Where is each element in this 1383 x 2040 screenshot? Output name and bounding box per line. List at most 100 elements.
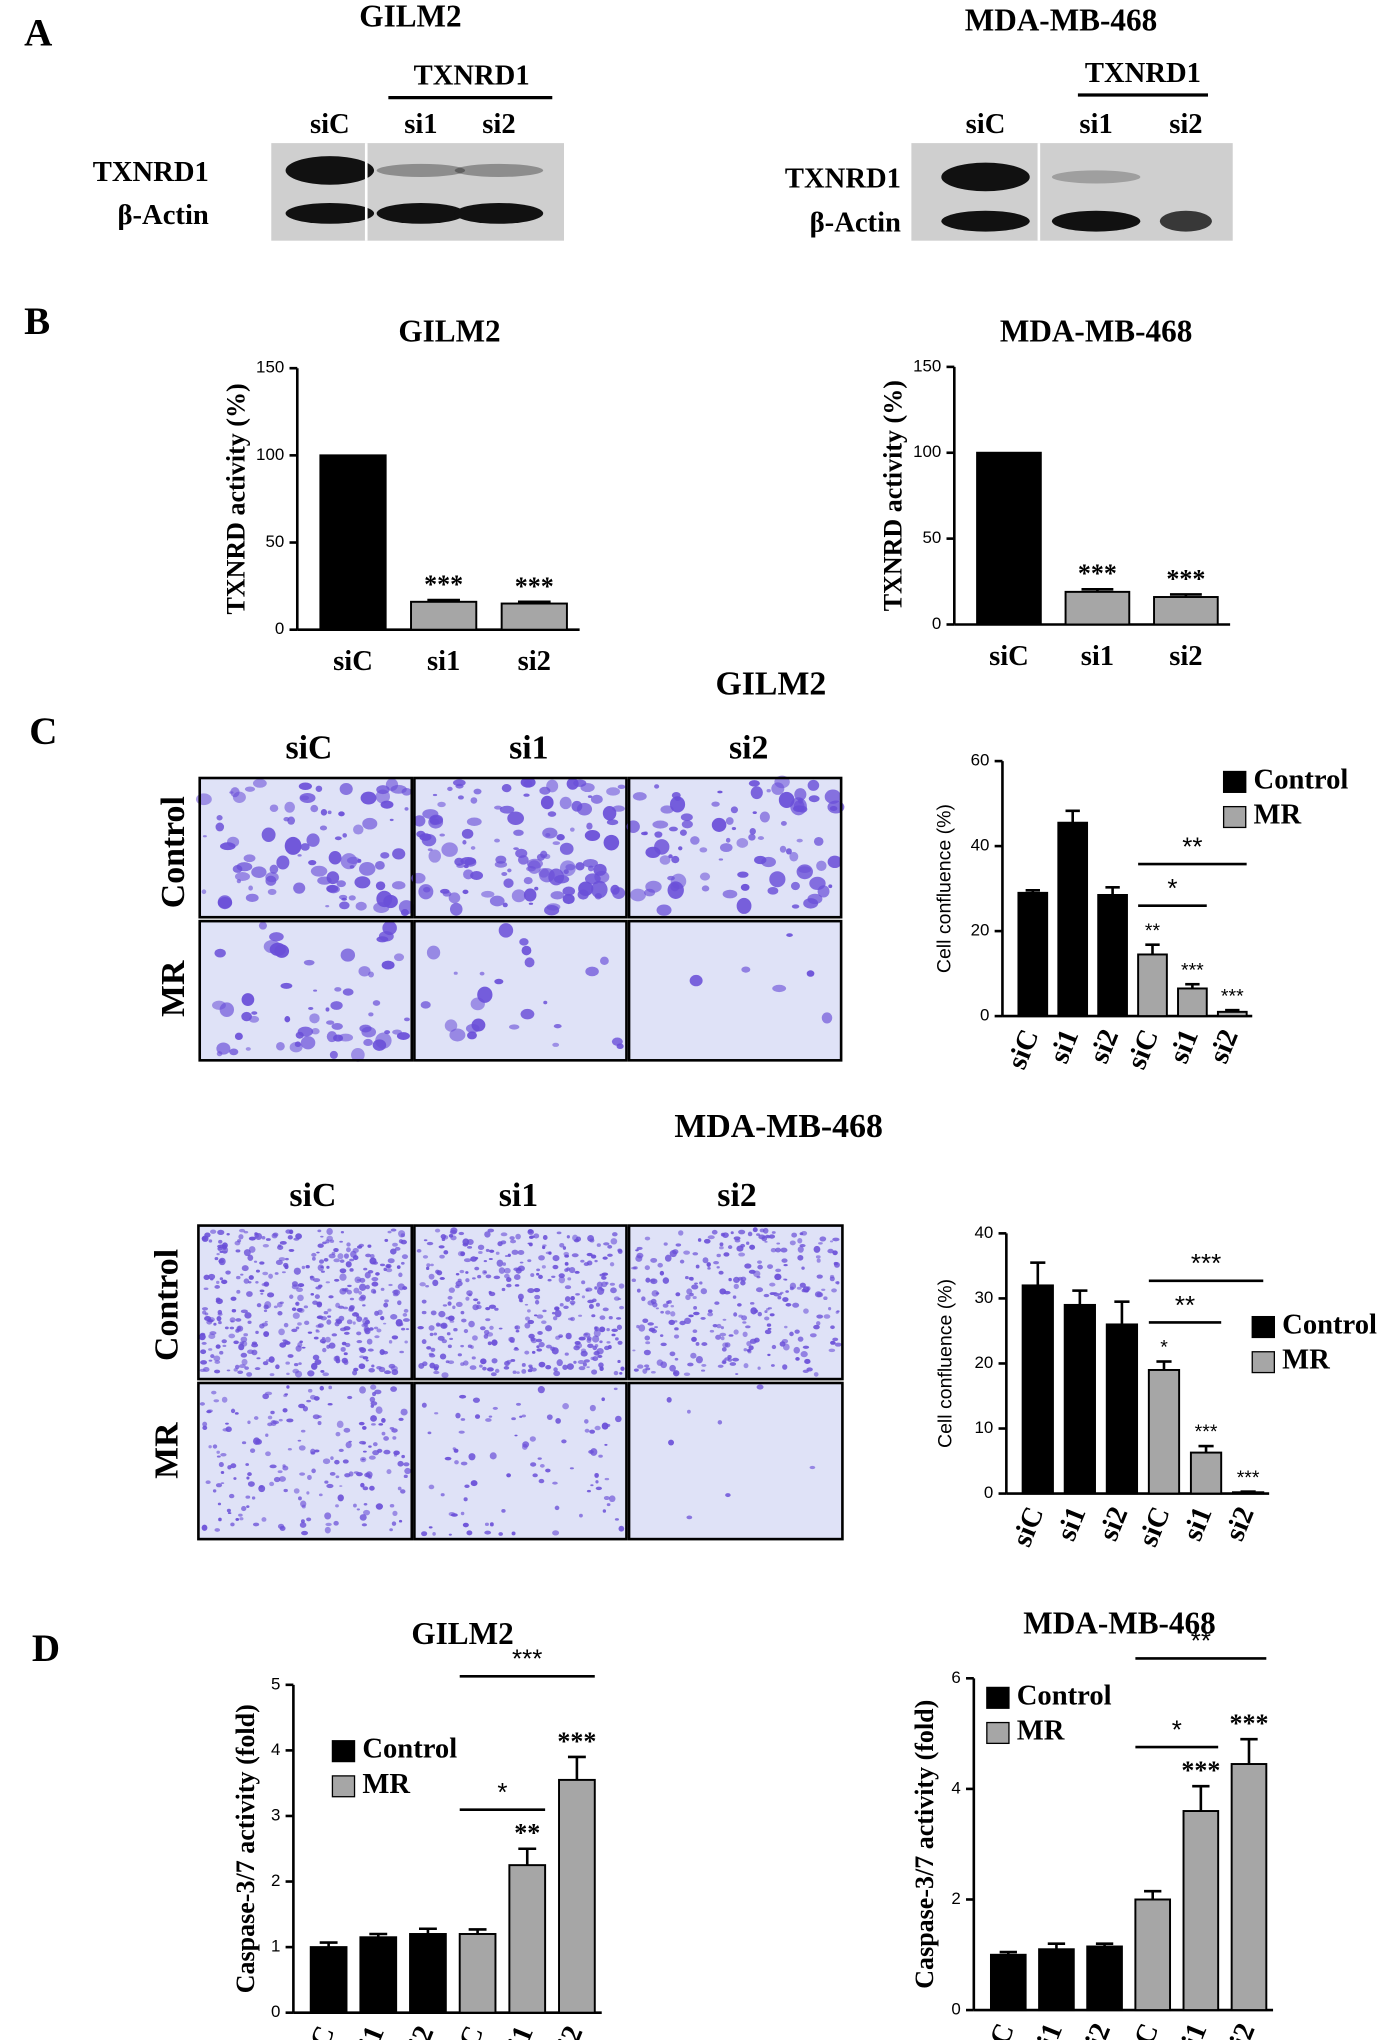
cell bbox=[603, 1242, 610, 1246]
cell bbox=[316, 1301, 323, 1306]
micrograph bbox=[627, 1381, 844, 1541]
cell bbox=[689, 974, 703, 987]
cell bbox=[282, 1465, 289, 1471]
error-bar bbox=[999, 1950, 1017, 1955]
cell bbox=[598, 1362, 604, 1368]
significance-label: *** bbox=[1181, 959, 1204, 981]
cell bbox=[239, 1341, 245, 1345]
cell bbox=[387, 1230, 392, 1234]
cell bbox=[338, 1033, 354, 1042]
cell bbox=[607, 1244, 613, 1249]
y-tick-label: 0 bbox=[275, 619, 284, 638]
cell bbox=[823, 1296, 828, 1301]
cell bbox=[590, 1448, 598, 1456]
cell bbox=[284, 1016, 291, 1023]
cell bbox=[531, 1350, 536, 1354]
x-tick-label: si1 bbox=[349, 2021, 391, 2040]
cell bbox=[434, 1412, 439, 1415]
cell bbox=[487, 1341, 492, 1346]
cell bbox=[754, 1309, 759, 1313]
cell bbox=[339, 1259, 345, 1263]
cell bbox=[531, 1367, 537, 1372]
cell bbox=[247, 1320, 252, 1325]
cell bbox=[330, 1001, 343, 1010]
cell bbox=[673, 1371, 677, 1375]
cell bbox=[514, 1325, 519, 1330]
bar bbox=[1105, 1323, 1139, 1495]
cell bbox=[323, 1310, 329, 1315]
cell bbox=[596, 1347, 604, 1355]
cell bbox=[247, 1472, 252, 1477]
cell bbox=[650, 1370, 656, 1374]
cell bbox=[376, 1328, 382, 1333]
cell bbox=[241, 1011, 252, 1022]
error-bar bbox=[1081, 587, 1114, 592]
row-label: MR bbox=[155, 960, 192, 1017]
cell bbox=[462, 1522, 469, 1528]
cell bbox=[489, 895, 505, 907]
cell bbox=[479, 971, 485, 976]
cell bbox=[828, 1348, 836, 1353]
cell bbox=[306, 833, 320, 847]
cell bbox=[590, 1356, 595, 1361]
panel-label: D bbox=[32, 1627, 60, 1670]
x-tick-label: si2 bbox=[398, 2021, 440, 2040]
cell bbox=[289, 1294, 294, 1299]
cell bbox=[534, 886, 539, 891]
cell bbox=[307, 1370, 315, 1377]
cell bbox=[714, 1301, 720, 1305]
cell bbox=[719, 1242, 724, 1247]
cell bbox=[717, 790, 723, 794]
cell bbox=[674, 1320, 678, 1323]
cell bbox=[763, 1293, 770, 1298]
cell bbox=[235, 1249, 241, 1253]
cell bbox=[782, 1297, 789, 1302]
cell bbox=[346, 1289, 353, 1295]
cell bbox=[617, 784, 626, 789]
cell bbox=[244, 786, 256, 792]
cell bbox=[328, 1253, 336, 1259]
cell bbox=[816, 1258, 821, 1263]
cell bbox=[584, 873, 601, 885]
cell bbox=[485, 1418, 492, 1422]
cell bbox=[536, 1345, 540, 1349]
cell bbox=[375, 1503, 383, 1510]
cell bbox=[702, 1257, 709, 1264]
cell bbox=[378, 1423, 384, 1426]
cell bbox=[533, 1314, 538, 1317]
cell bbox=[389, 1504, 395, 1508]
cell bbox=[340, 948, 356, 962]
cell bbox=[602, 1509, 607, 1513]
cell bbox=[606, 1327, 610, 1332]
cell bbox=[754, 855, 767, 865]
cell bbox=[341, 1357, 348, 1364]
x-tick-label: siC bbox=[989, 640, 1029, 672]
cell bbox=[645, 1367, 651, 1371]
significance-label: *** bbox=[515, 572, 554, 601]
cell bbox=[618, 1525, 625, 1532]
cell bbox=[757, 836, 765, 840]
cell bbox=[462, 889, 469, 895]
cell bbox=[579, 1513, 583, 1518]
cell bbox=[511, 889, 526, 903]
legend-label: MR bbox=[1282, 1344, 1330, 1376]
cell bbox=[265, 1238, 271, 1241]
cell bbox=[347, 1284, 352, 1288]
cell bbox=[580, 1259, 585, 1263]
cell bbox=[590, 1254, 597, 1259]
cell bbox=[370, 1415, 377, 1422]
bar bbox=[359, 1936, 398, 2014]
cell bbox=[316, 1251, 320, 1254]
cell bbox=[380, 1315, 385, 1321]
cell bbox=[348, 1307, 354, 1312]
cell bbox=[370, 1384, 377, 1390]
cell bbox=[310, 1448, 316, 1455]
cell bbox=[345, 1441, 352, 1449]
cell bbox=[300, 1429, 306, 1433]
cell bbox=[392, 1242, 398, 1247]
cell bbox=[291, 1281, 298, 1287]
cell bbox=[797, 1254, 804, 1261]
cell bbox=[612, 1232, 618, 1237]
cell bbox=[370, 1253, 375, 1259]
y-tick-label: 10 bbox=[975, 1418, 994, 1437]
